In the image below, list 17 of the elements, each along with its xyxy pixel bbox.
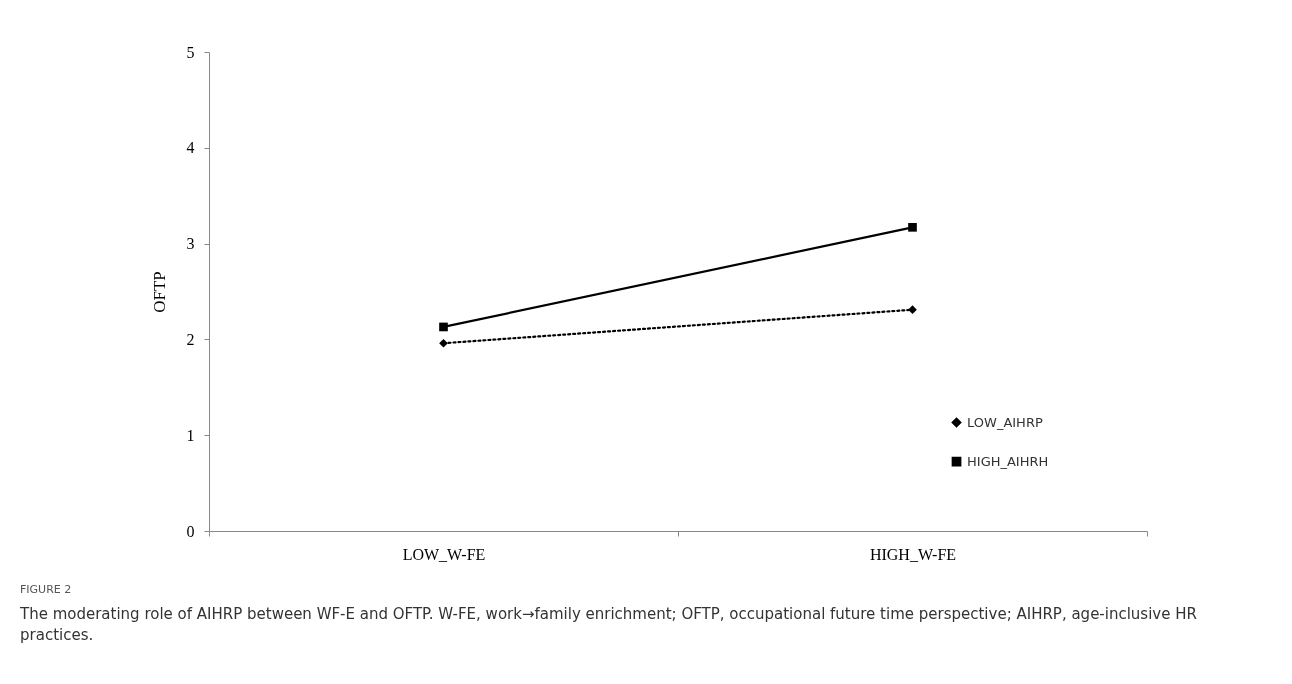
caption: FIGURE 2	[20, 583, 73, 596]
x-tick-label: HIGH_W-FE	[869, 545, 957, 563]
y-tick-label: 4	[186, 139, 195, 157]
y-tick-label: 0	[186, 522, 195, 540]
y-tick-label: 2	[186, 330, 195, 348]
text: The moderating role of AIHRP between WF-E and OFTP. W-FE, work→family enrichment; OFTP, occupational future time perspective; AIHRP, age-inclusive HR practices.	[20, 604, 1198, 646]
x-tick-label: LOW_W-FE	[402, 545, 486, 563]
point	[908, 222, 917, 232]
point	[908, 305, 917, 315]
y-tick-label: 5	[186, 43, 195, 61]
point	[439, 338, 448, 348]
legend-label: LOW_AIHRP	[967, 414, 1043, 430]
point	[439, 322, 448, 332]
y-tick-label: 1	[186, 426, 195, 444]
y-axis-title: OFTP	[149, 271, 169, 313]
y-tick-label: 3	[186, 235, 195, 253]
legend-label: HIGH_AIHRH	[967, 453, 1049, 469]
